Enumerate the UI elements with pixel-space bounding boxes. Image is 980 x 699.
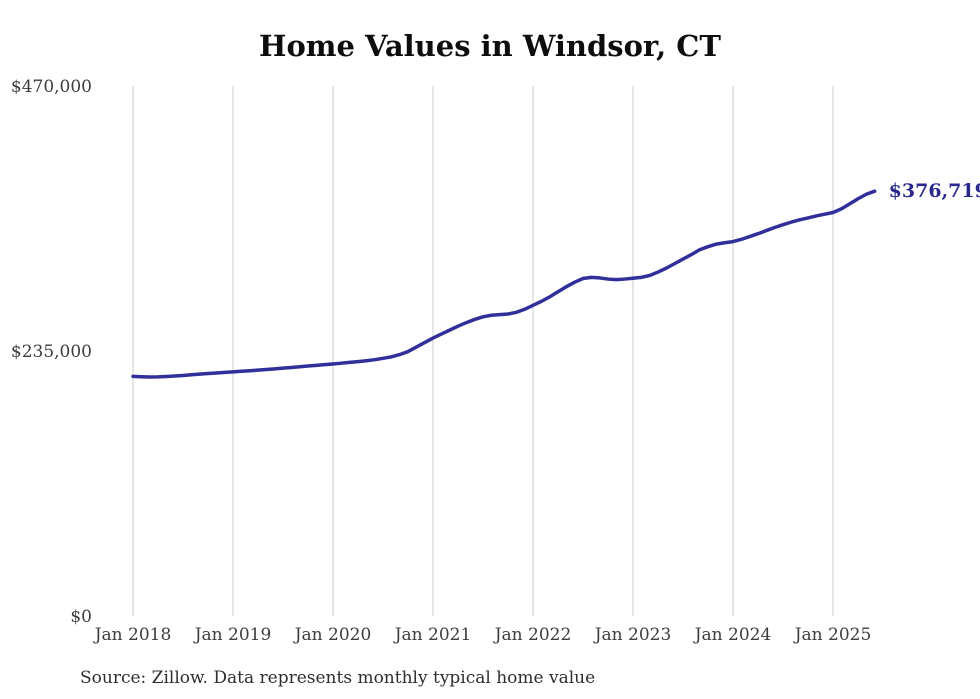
y-tick-label: $0 <box>70 607 92 627</box>
x-tick-label: Jan 2020 <box>293 625 372 645</box>
x-tick-label: Jan 2025 <box>793 625 872 645</box>
x-tick-label: Jan 2022 <box>493 625 572 645</box>
latest-value-label: $376,719 <box>889 180 980 202</box>
gridlines <box>132 86 834 616</box>
y-tick-label: $470,000 <box>11 77 92 97</box>
y-tick-label: $235,000 <box>11 342 92 362</box>
chart-title: Home Values in Windsor, CT <box>259 29 721 63</box>
y-axis-labels: $470,000 $235,000 $0 <box>11 77 92 627</box>
x-tick-label: Jan 2019 <box>193 625 272 645</box>
home-value-series-line <box>131 189 877 379</box>
x-tick-label: Jan 2021 <box>393 625 472 645</box>
x-axis-labels: Jan 2018 Jan 2019 Jan 2020 Jan 2021 Jan 2022… <box>93 625 872 645</box>
source-note: Source: Zillow. Data represents monthly … <box>80 668 596 688</box>
x-tick-label: Jan 2018 <box>93 625 172 645</box>
x-tick-label: Jan 2023 <box>593 625 672 645</box>
x-tick-label: Jan 2024 <box>693 625 772 645</box>
